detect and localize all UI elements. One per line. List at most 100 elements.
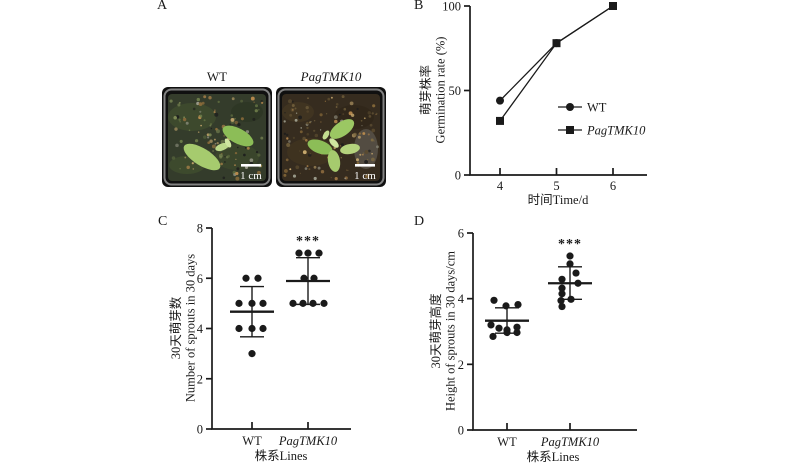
soil-speck xyxy=(286,137,289,140)
axes xyxy=(469,6,647,176)
soil-speck xyxy=(340,143,344,147)
x-tick-label: PagTMK10 xyxy=(540,435,600,449)
soil-speck xyxy=(255,151,259,154)
panel-label-c: C xyxy=(158,214,168,229)
soil-speck xyxy=(208,96,212,100)
data-point-circle xyxy=(235,324,243,333)
soil-speck xyxy=(249,158,254,163)
soil-speck xyxy=(209,124,212,127)
soil-speck xyxy=(360,119,363,122)
soil-speck xyxy=(179,121,181,123)
series-wt xyxy=(496,2,617,105)
soil-speck xyxy=(306,165,309,168)
soil-speck xyxy=(235,158,237,160)
soil-speck xyxy=(174,127,178,131)
soil-speck xyxy=(375,113,377,116)
y-axis-title: 30天萌芽数Number of sprouts in 30 days xyxy=(168,254,198,402)
soil-speck xyxy=(289,113,293,117)
soil-speck xyxy=(186,165,190,170)
data-point-circle xyxy=(513,323,521,331)
soil-speck xyxy=(294,107,297,110)
soil-speck xyxy=(371,112,374,115)
soil-speck xyxy=(283,132,287,135)
svg-text:萌芽株率Germination rate (%): 萌芽株率Germination rate (%) xyxy=(418,37,448,144)
error-bar xyxy=(230,285,274,338)
soil-speck xyxy=(260,99,263,103)
soil-speck xyxy=(234,164,236,166)
soil-speck xyxy=(192,107,196,111)
data-point-circle xyxy=(566,252,574,260)
soil-speck xyxy=(288,99,292,104)
soil-speck xyxy=(184,156,187,159)
soil-speck xyxy=(285,158,289,162)
soil-patch xyxy=(215,144,259,170)
y-tick-label: 2 xyxy=(197,372,203,386)
soil-speck xyxy=(231,97,235,101)
soil-speck xyxy=(230,114,234,117)
soil-speck xyxy=(234,117,236,120)
soil-speck xyxy=(214,142,217,145)
soil-speck xyxy=(227,154,231,158)
y-tick-label: 50 xyxy=(449,84,462,98)
error-bar xyxy=(548,266,592,301)
photo-caption-pagtmk10: PagTMK10 xyxy=(300,69,362,84)
soil-speck xyxy=(361,124,363,127)
y-tick-label: 6 xyxy=(197,272,203,286)
soil-speck xyxy=(220,139,225,144)
data-point-circle xyxy=(259,299,267,307)
pot-rim xyxy=(277,88,385,186)
soil-speck xyxy=(295,165,300,170)
soil-speck xyxy=(198,102,203,107)
soil-speck xyxy=(240,99,244,103)
soil-speck xyxy=(173,115,177,120)
soil-speck xyxy=(333,115,338,119)
y-axis-title: 萌芽株率Germination rate (%) xyxy=(418,37,448,144)
soil-speck xyxy=(185,121,189,125)
soil-speck xyxy=(235,176,240,181)
soil-speck xyxy=(212,149,215,153)
soil-speck xyxy=(314,133,319,138)
soil-speck xyxy=(182,117,187,122)
soil-speck xyxy=(207,141,211,145)
soil-speck xyxy=(320,121,322,123)
soil-speck xyxy=(305,105,309,110)
soil-speck xyxy=(183,116,185,119)
soil-speck xyxy=(362,153,364,156)
soil-speck xyxy=(224,161,226,163)
soil-speck xyxy=(376,145,379,149)
legend-label: PagTMK10 xyxy=(586,124,646,138)
soil-speck xyxy=(298,150,301,152)
soil-speck xyxy=(302,150,307,155)
data-point-circle xyxy=(572,269,580,277)
soil-speck xyxy=(206,136,210,139)
soil-speck xyxy=(284,112,286,114)
soil-patch xyxy=(282,102,314,122)
soil-speck xyxy=(330,96,333,99)
y-tick-label: 2 xyxy=(458,358,464,372)
group-pagtmk10 xyxy=(557,252,582,311)
y-tick-label: 0 xyxy=(455,169,461,183)
soil-speck xyxy=(234,151,238,155)
data-point-circle xyxy=(259,324,267,333)
soil-speck xyxy=(203,119,206,122)
data-point-square xyxy=(552,39,561,48)
significance-stars: *** xyxy=(296,234,320,249)
data-point-square xyxy=(566,126,574,134)
svg-text:30天萌芽高度Height of sprouts in 30: 30天萌芽高度Height of sprouts in 30 days/cm xyxy=(428,251,458,411)
group-pagtmk10 xyxy=(289,249,328,307)
soil-speck xyxy=(217,100,220,104)
soil-speck xyxy=(292,109,294,111)
seedling xyxy=(183,125,254,171)
soil-speck xyxy=(257,108,260,111)
soil-speck xyxy=(357,135,361,139)
soil-speck xyxy=(214,109,216,112)
soil-speck xyxy=(201,101,205,105)
soil-speck xyxy=(285,133,289,137)
x-tick-label: 4 xyxy=(497,179,504,193)
soil-speck xyxy=(254,109,258,113)
axes xyxy=(211,228,351,430)
x-tick-label: 5 xyxy=(553,179,559,193)
soil-speck xyxy=(330,176,332,179)
svg-text:30天萌芽数Number of sprouts in 30: 30天萌芽数Number of sprouts in 30 days xyxy=(168,254,198,402)
soil-speck xyxy=(229,123,232,126)
